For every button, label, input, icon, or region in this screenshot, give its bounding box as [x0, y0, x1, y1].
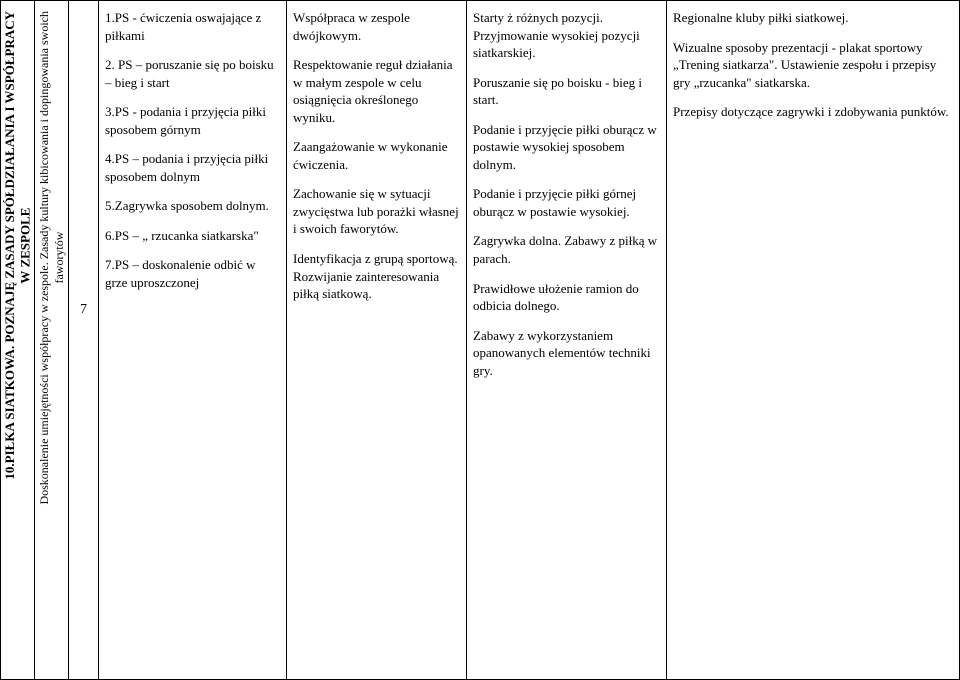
section-subtitle-vertical: Doskonalenie umiejętności współpracy w z…	[37, 11, 67, 505]
section-subtitle-line2: faworytów	[52, 232, 66, 284]
section-title-line2: W ZESPOLE	[18, 207, 33, 283]
cooperation-item: Współpraca w zespole dwójkowym.	[293, 9, 460, 44]
cooperation-item: Zaangażowanie w wykonanie ćwiczenia.	[293, 138, 460, 173]
lesson-item: 5.Zagrywka sposobem dolnym.	[105, 197, 280, 215]
resources-cell: Regionalne kluby piłki siatkowej. Wizual…	[667, 1, 959, 679]
resources-item: Wizualne sposoby prezentacji - plakat sp…	[673, 39, 953, 92]
row-number-cell: 7	[69, 1, 99, 679]
section-subtitle-line1: Doskonalenie umiejętności współpracy w z…	[37, 11, 51, 505]
resources-item: Regionalne kluby piłki siatkowej.	[673, 9, 953, 27]
section-title-cell: 10.PIŁKA SIATKOWA. POZNAJĘ ZASADY SPÓŁDZ…	[1, 1, 35, 679]
skills-item: Starty ż różnych pozycji. Przyjmowanie w…	[473, 9, 660, 62]
lesson-item: 1.PS - ćwiczenia oswajające z piłkami	[105, 9, 280, 44]
cooperation-item: Identyfikacja z grupą sportową. Rozwijan…	[293, 250, 460, 303]
lesson-item: 3.PS - podania i przyjęcia piłki sposobe…	[105, 103, 280, 138]
row-number: 7	[80, 302, 87, 317]
cooperation-item: Zachowanie się w sytuacji zwycięstwa lub…	[293, 185, 460, 238]
section-title-line1: 10.PIŁKA SIATKOWA. POZNAJĘ ZASADY SPÓŁDZ…	[2, 11, 17, 480]
skills-item: Podanie i przyjęcie piłki oburącz w post…	[473, 121, 660, 174]
lesson-item: 2. PS – poruszanie się po boisku – bieg …	[105, 56, 280, 91]
lesson-content-cell: 1.PS - ćwiczenia oswajające z piłkami 2.…	[99, 1, 287, 679]
section-title-vertical: 10.PIŁKA SIATKOWA. POZNAJĘ ZASADY SPÓŁDZ…	[2, 11, 33, 480]
curriculum-table-row: 10.PIŁKA SIATKOWA. POZNAJĘ ZASADY SPÓŁDZ…	[0, 0, 960, 680]
skills-item: Zagrywka dolna. Zabawy z piłką w parach.	[473, 232, 660, 267]
skills-item: Podanie i przyjęcie piłki górnej oburącz…	[473, 185, 660, 220]
lesson-item: 6.PS – „ rzucanka siatkarska"	[105, 227, 280, 245]
resources-item: Przepisy dotyczące zagrywki i zdobywania…	[673, 103, 953, 121]
skills-item: Poruszanie się po boisku - bieg i start.	[473, 74, 660, 109]
lesson-item: 4.PS – podania i przyjęcia piłki sposobe…	[105, 150, 280, 185]
skills-item: Prawidłowe ułożenie ramion do odbicia do…	[473, 280, 660, 315]
cooperation-item: Respektowanie reguł działania w małym ze…	[293, 56, 460, 126]
section-subtitle-cell: Doskonalenie umiejętności współpracy w z…	[35, 1, 69, 679]
skills-cell: Starty ż różnych pozycji. Przyjmowanie w…	[467, 1, 667, 679]
lesson-item: 7.PS – doskonalenie odbić w grze uproszc…	[105, 256, 280, 291]
cooperation-cell: Współpraca w zespole dwójkowym. Respekto…	[287, 1, 467, 679]
skills-item: Zabawy z wykorzystaniem opanowanych elem…	[473, 327, 660, 380]
